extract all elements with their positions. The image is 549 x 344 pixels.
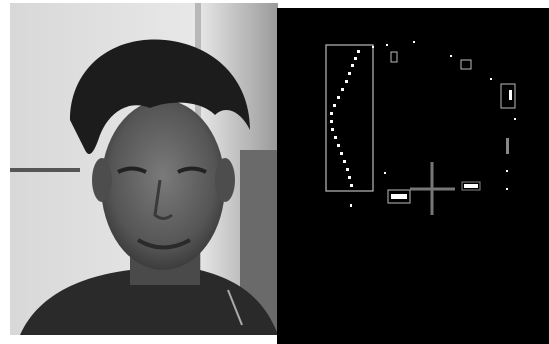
tracking-panel <box>277 8 549 344</box>
camera-photo <box>10 3 278 335</box>
